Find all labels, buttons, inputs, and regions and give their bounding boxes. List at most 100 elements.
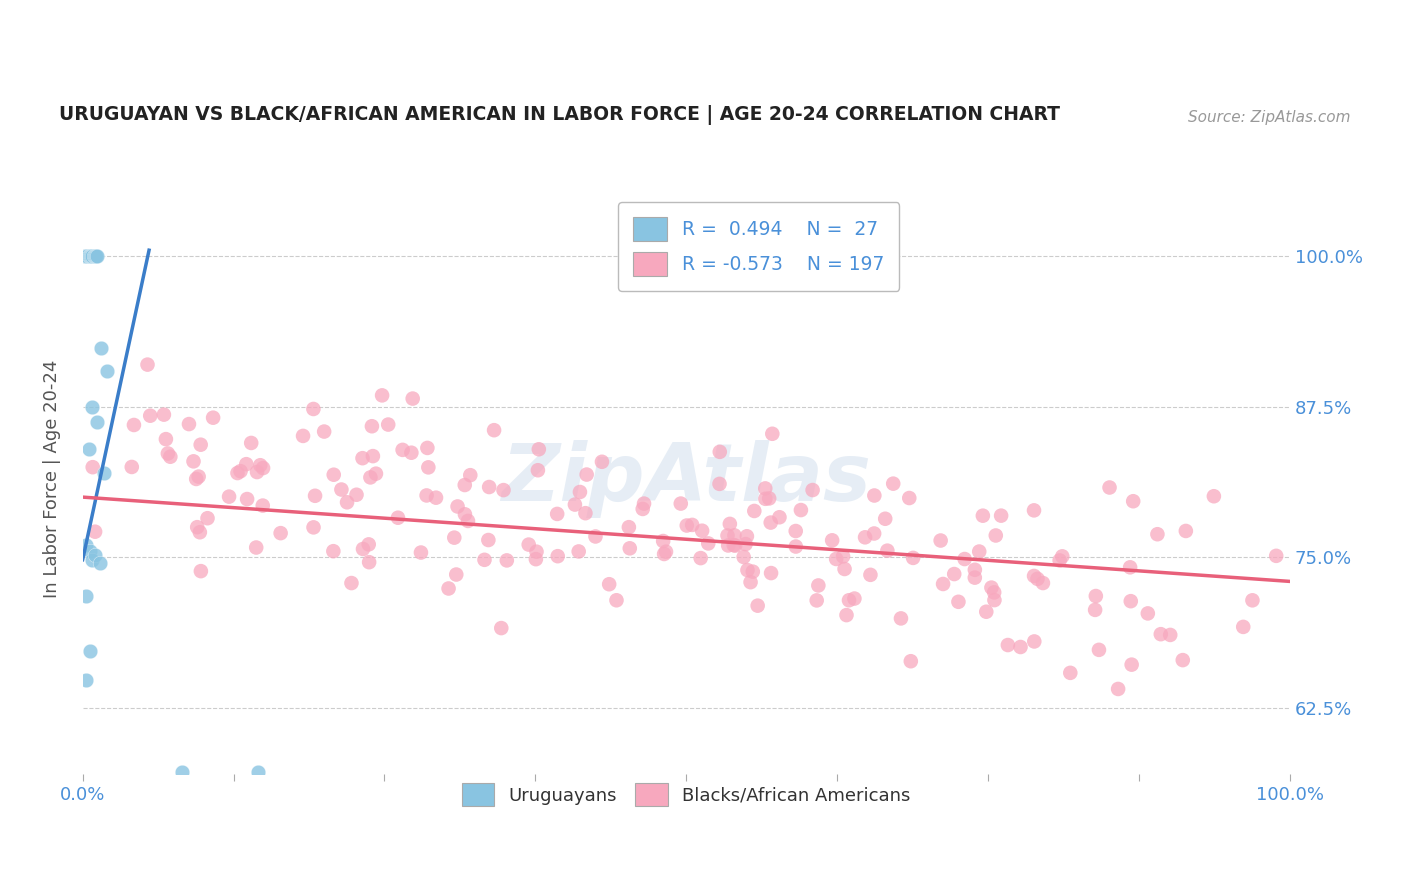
Point [963,563,986,577]
Point [1146,527,1168,541]
Point [1119,594,1142,608]
Point [575,467,598,482]
Point [235,457,257,471]
Point [984,528,1007,542]
Point [1136,607,1159,621]
Point [1084,589,1107,603]
Point [1121,657,1143,672]
Point [84,249,107,263]
Point [697,536,720,550]
Point [974,605,997,619]
Point [443,531,465,545]
Point [457,514,479,528]
Point [801,483,824,497]
Point [724,539,747,553]
Point [617,520,640,534]
Point [93,466,115,480]
Point [1084,603,1107,617]
Point [972,508,994,523]
Point [361,449,384,463]
Point [302,401,325,416]
Point [733,549,755,564]
Point [568,485,591,500]
Point [747,599,769,613]
Point [82,249,104,263]
Point [875,512,897,526]
Point [1174,524,1197,538]
Point [948,595,970,609]
Point [1107,681,1129,696]
Point [377,417,399,432]
Point [734,537,756,551]
Point [832,549,855,564]
Point [1022,569,1045,583]
Point [304,489,326,503]
Point [190,564,212,578]
Point [709,445,731,459]
Point [240,436,263,450]
Point [591,455,613,469]
Point [761,426,783,441]
Point [1159,628,1181,642]
Point [527,442,550,457]
Point [89,557,111,571]
Point [79,544,101,558]
Point [90,341,112,355]
Point [759,516,782,530]
Point [226,466,249,480]
Point [84,524,107,539]
Point [844,591,866,606]
Point [170,764,193,779]
Point [336,495,359,509]
Point [716,528,738,542]
Point [754,482,776,496]
Point [77,249,100,263]
Point [835,608,858,623]
Point [723,528,745,542]
Point [139,409,162,423]
Point [1088,643,1111,657]
Point [252,499,274,513]
Point [177,417,200,431]
Point [631,502,654,516]
Point [740,575,762,590]
Point [190,438,212,452]
Point [83,548,105,562]
Point [73,249,96,263]
Point [859,567,882,582]
Point [314,425,336,439]
Point [1202,489,1225,503]
Point [564,498,586,512]
Point [517,538,540,552]
Y-axis label: In Labor Force | Age 20-24: In Labor Force | Age 20-24 [44,359,60,599]
Point [741,565,763,579]
Point [418,460,440,475]
Point [655,544,678,558]
Point [901,550,924,565]
Point [352,541,374,556]
Point [709,476,731,491]
Point [415,488,437,502]
Point [401,446,423,460]
Point [689,551,711,566]
Point [834,562,856,576]
Point [96,364,118,378]
Point [322,467,344,482]
Point [633,497,655,511]
Point [187,469,209,483]
Point [252,461,274,475]
Point [568,544,591,558]
Point [1265,549,1288,563]
Point [929,533,952,548]
Point [598,577,620,591]
Point [454,478,477,492]
Point [1150,627,1173,641]
Point [997,638,1019,652]
Point [675,518,697,533]
Point [246,764,269,779]
Point [983,585,1005,599]
Point [1122,494,1144,508]
Point [361,419,384,434]
Point [346,488,368,502]
Point [364,467,387,481]
